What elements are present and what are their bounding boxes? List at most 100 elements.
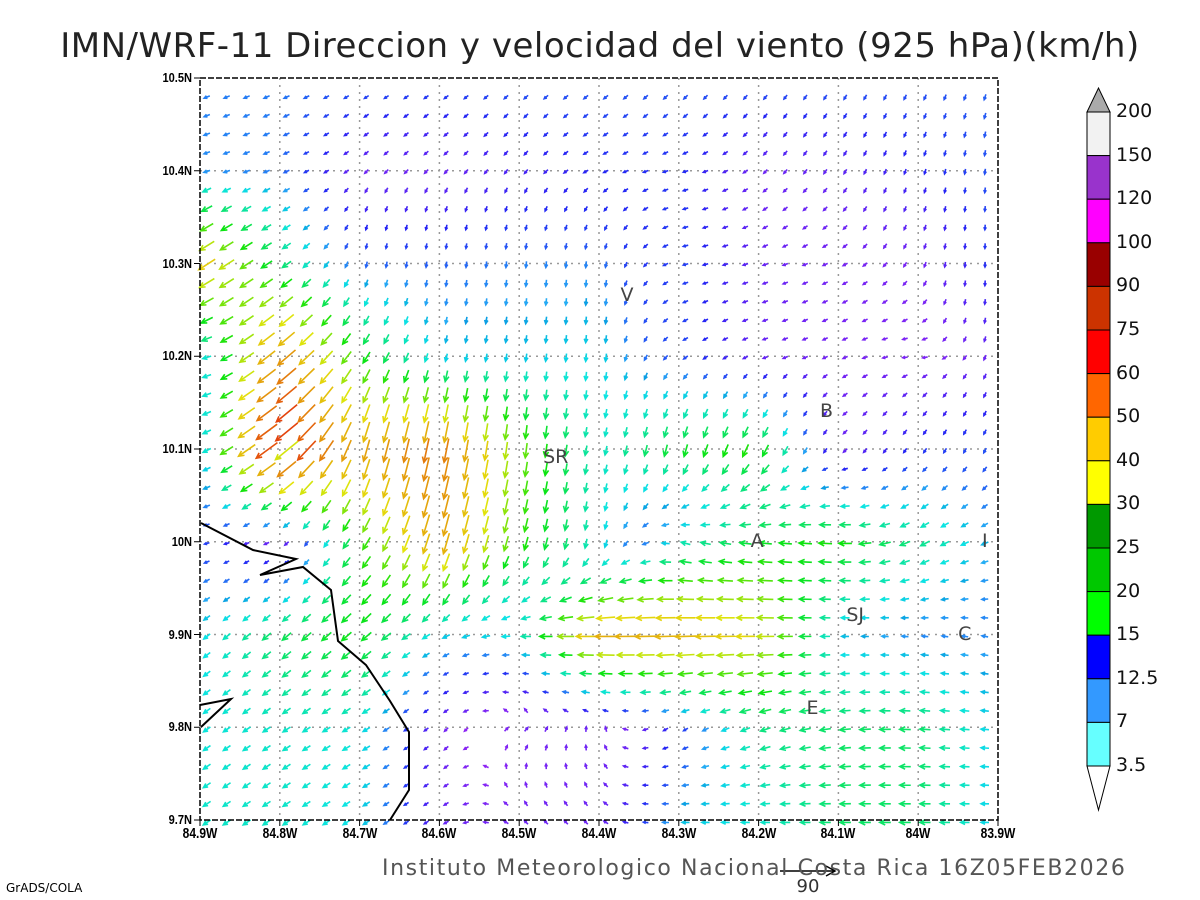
wind-vector bbox=[464, 261, 469, 270]
wind-vector bbox=[597, 670, 613, 677]
wind-vector bbox=[923, 112, 927, 120]
wind-vector bbox=[700, 745, 710, 751]
wind-vector bbox=[701, 318, 709, 323]
wind-vector bbox=[603, 371, 609, 382]
wind-vector bbox=[401, 670, 411, 677]
wind-vector bbox=[641, 764, 649, 769]
wind-vector bbox=[303, 559, 310, 566]
wind-vector bbox=[841, 467, 849, 471]
wind-vector bbox=[921, 318, 928, 323]
wind-vector bbox=[742, 94, 748, 101]
colorbar-swatch bbox=[1086, 721, 1111, 767]
wind-vector bbox=[402, 783, 410, 788]
wind-vector bbox=[539, 596, 552, 603]
wind-vector bbox=[802, 447, 808, 455]
wind-vector bbox=[462, 690, 469, 695]
wind-vector bbox=[523, 316, 529, 326]
wind-vector bbox=[639, 559, 651, 565]
wind-vector bbox=[502, 575, 510, 587]
wind-vector bbox=[201, 763, 211, 771]
wind-vector bbox=[402, 554, 411, 571]
wind-vector bbox=[319, 459, 334, 480]
wind-vector bbox=[963, 280, 967, 288]
wind-vector bbox=[504, 243, 509, 251]
wind-vector bbox=[621, 169, 629, 174]
wind-vector bbox=[322, 113, 330, 118]
wind-vector bbox=[421, 613, 431, 623]
wind-vector bbox=[801, 299, 809, 304]
wind-vector bbox=[482, 783, 489, 787]
wind-vector bbox=[798, 800, 811, 807]
wind-vector bbox=[877, 819, 891, 826]
wind-vector bbox=[642, 206, 649, 211]
wind-vector bbox=[641, 541, 650, 546]
wind-vector bbox=[700, 503, 710, 509]
wind-vector bbox=[583, 390, 589, 401]
wind-vector bbox=[583, 242, 588, 251]
wind-vector bbox=[538, 614, 552, 622]
wind-vector bbox=[319, 404, 334, 424]
wind-vector bbox=[504, 187, 509, 194]
wind-vector bbox=[863, 168, 868, 176]
wind-vector bbox=[219, 445, 234, 456]
wind-vector bbox=[881, 374, 888, 379]
wind-vector bbox=[860, 633, 869, 639]
wind-vector bbox=[879, 615, 890, 621]
wind-vector bbox=[462, 422, 469, 443]
wind-vector bbox=[881, 355, 888, 360]
wind-vector bbox=[919, 596, 929, 602]
wind-vector bbox=[301, 744, 311, 752]
wind-vector bbox=[261, 669, 272, 678]
wind-vector bbox=[242, 169, 251, 174]
wind-vector bbox=[983, 429, 987, 436]
wind-vector bbox=[522, 480, 530, 497]
wind-vector bbox=[522, 499, 530, 515]
wind-vector bbox=[302, 260, 311, 269]
wind-vector bbox=[777, 558, 793, 566]
wind-vector bbox=[222, 522, 230, 527]
wind-vector bbox=[923, 94, 927, 102]
wind-vector bbox=[557, 651, 573, 659]
wind-vector bbox=[741, 355, 749, 360]
wind-vector bbox=[623, 372, 629, 382]
wind-vector bbox=[583, 501, 589, 513]
wind-vector bbox=[822, 447, 828, 454]
wind-vector bbox=[716, 670, 733, 678]
wind-vector bbox=[817, 558, 832, 566]
wind-vector bbox=[722, 150, 729, 156]
footer-credit: Instituto Meteorologico Nacional Costa R… bbox=[382, 856, 1127, 881]
wind-vector bbox=[562, 463, 570, 477]
wind-vector bbox=[441, 476, 450, 501]
wind-vector bbox=[861, 392, 868, 398]
wind-vector bbox=[442, 764, 449, 770]
wind-vector bbox=[341, 594, 352, 605]
wind-vector bbox=[878, 689, 890, 696]
wind-vector bbox=[722, 391, 729, 400]
wind-vector bbox=[237, 407, 256, 420]
wind-vector bbox=[363, 315, 370, 327]
wind-vector bbox=[501, 690, 509, 695]
wind-vector bbox=[564, 206, 568, 213]
wind-vector bbox=[603, 763, 609, 770]
wind-vector bbox=[503, 371, 510, 383]
wind-vector bbox=[301, 782, 311, 789]
wind-vector bbox=[680, 783, 690, 788]
wind-vector bbox=[781, 299, 789, 304]
wind-vector bbox=[384, 279, 389, 288]
wind-vector bbox=[364, 243, 369, 251]
wind-vector bbox=[523, 335, 529, 345]
wind-vector bbox=[281, 800, 291, 808]
wind-vector bbox=[321, 707, 331, 715]
wind-vector bbox=[421, 553, 431, 572]
wind-vector bbox=[622, 540, 629, 548]
wind-vector bbox=[742, 150, 749, 156]
wind-vector bbox=[382, 801, 390, 807]
wind-vector bbox=[603, 261, 609, 270]
wind-vector bbox=[602, 132, 609, 137]
wind-vector bbox=[963, 317, 967, 325]
wind-vector bbox=[779, 819, 791, 826]
wind-vector bbox=[260, 502, 272, 511]
wind-vector bbox=[441, 553, 451, 573]
wind-vector bbox=[597, 596, 614, 603]
wind-vector bbox=[321, 763, 331, 770]
